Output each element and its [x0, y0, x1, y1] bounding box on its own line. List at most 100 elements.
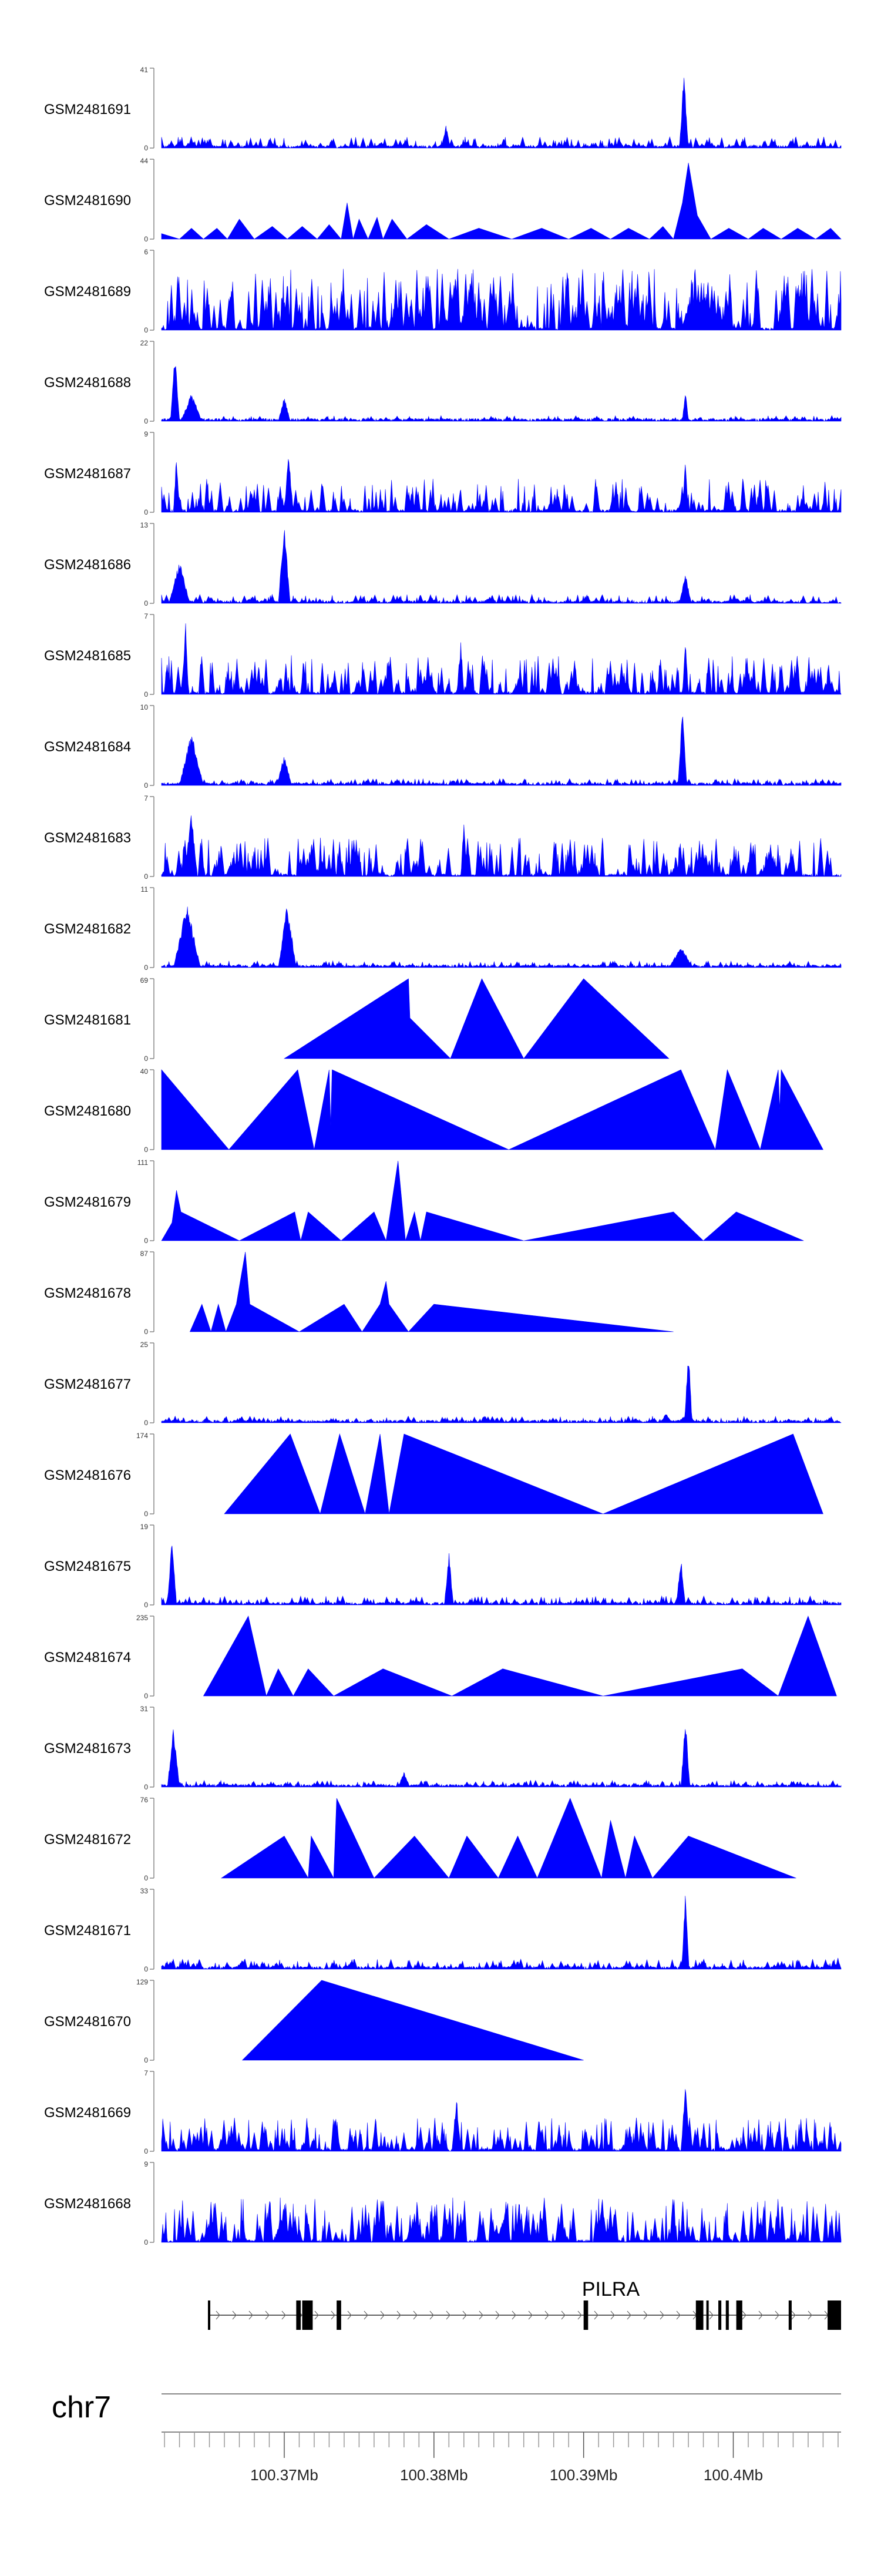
strand-arrow [528, 2310, 533, 2320]
strand-arrow [561, 2310, 566, 2320]
y-tick-label: 0 [144, 417, 148, 425]
y-tick-label: 22 [140, 339, 149, 347]
track-label: GSM2481687 [44, 466, 131, 482]
exon [718, 2300, 722, 2330]
y-tick-label: 0 [144, 781, 148, 790]
y-tick-label: 6 [144, 248, 148, 256]
signal-area [161, 78, 842, 149]
track-label: GSM2481668 [44, 2196, 131, 2212]
signal-area [161, 366, 842, 422]
track-GSM2481668: GSM2481668 9 0 [44, 2160, 842, 2246]
y-tick-label: 111 [137, 1158, 149, 1167]
y-tick-label: 0 [144, 599, 148, 607]
strand-arrow [314, 2310, 319, 2320]
y-tick-label: 0 [144, 963, 148, 972]
x-tick-label: 100.38Mb [400, 2466, 468, 2484]
track-label: GSM2481686 [44, 557, 131, 573]
track-GSM2481671: GSM2481671 33 0 [44, 1887, 842, 1973]
strand-arrow [380, 2310, 385, 2320]
strand-arrow [660, 2310, 664, 2320]
signal-area [161, 1160, 804, 1242]
strand-arrow [709, 2310, 714, 2320]
strand-arrow [544, 2310, 549, 2320]
exon [208, 2300, 211, 2330]
strand-arrow [462, 2310, 467, 2320]
signal-area [161, 815, 842, 877]
signal-area [161, 459, 842, 513]
strand-arrow [643, 2310, 648, 2320]
exon [296, 2300, 301, 2330]
track-GSM2481675: GSM2481675 19 0 [44, 1523, 842, 1609]
gene-label: PILRA [582, 2278, 640, 2300]
y-tick-label: 0 [144, 2238, 148, 2246]
signal-area [161, 1896, 842, 1970]
signal-area [161, 2197, 842, 2243]
signal-area [161, 1365, 842, 1423]
y-tick-label: 9 [144, 2160, 148, 2168]
y-tick-label: 0 [144, 1692, 148, 1700]
track-label: GSM2481682 [44, 921, 131, 937]
track-label: GSM2481680 [44, 1103, 131, 1119]
strand-arrow [281, 2310, 286, 2320]
strand-arrow [808, 2310, 812, 2320]
strand-arrow [627, 2310, 631, 2320]
exon [828, 2300, 841, 2330]
y-tick-label: 0 [144, 1965, 148, 1973]
strand-arrow [413, 2310, 418, 2320]
y-tick-label: 0 [144, 235, 148, 243]
strand-arrow [742, 2310, 747, 2320]
track-GSM2481674: GSM2481674 235 0 [44, 1614, 837, 1700]
track-GSM2481686: GSM2481686 13 0 [44, 521, 842, 607]
strand-arrow [216, 2310, 220, 2320]
y-tick-label: 7 [144, 2069, 148, 2077]
signal-area [161, 268, 842, 331]
y-tick-label: 10 [140, 703, 149, 711]
track-GSM2481672: GSM2481672 76 0 [44, 1796, 796, 1882]
signal-area [161, 623, 842, 696]
strand-arrow [594, 2310, 598, 2320]
y-tick-label: 0 [144, 1054, 148, 1063]
track-GSM2481683: GSM2481683 7 0 [44, 794, 842, 881]
track-label: GSM2481681 [44, 1012, 131, 1028]
y-tick-label: 7 [144, 612, 148, 620]
track-label: GSM2481673 [44, 1741, 131, 1756]
track-label: GSM2481689 [44, 284, 131, 300]
strand-arrow [577, 2310, 582, 2320]
y-tick-label: 44 [140, 157, 149, 165]
strand-arrow [791, 2310, 796, 2320]
track-GSM2481688: GSM2481688 22 0 [44, 339, 842, 425]
y-tick-label: 13 [140, 521, 149, 529]
strand-arrow [512, 2310, 516, 2320]
track-label: GSM2481672 [44, 1832, 131, 1848]
track-GSM2481679: GSM2481679 111 0 [44, 1158, 804, 1245]
signal-area [203, 1616, 837, 1697]
track-GSM2481687: GSM2481687 9 0 [44, 430, 842, 516]
y-tick-label: 0 [144, 690, 148, 698]
strand-arrow [347, 2310, 352, 2320]
track-GSM2481670: GSM2481670 129 0 [44, 1978, 584, 2064]
gene-track: PILRA [208, 2278, 841, 2330]
y-tick-label: 0 [144, 1783, 148, 1791]
signal-area [283, 978, 670, 1059]
track-label: GSM2481669 [44, 2105, 131, 2121]
track-GSM2481689: GSM2481689 6 0 [44, 248, 842, 334]
y-tick-label: 69 [140, 976, 149, 985]
track-GSM2481677: GSM2481677 25 0 [44, 1341, 842, 1427]
exon [788, 2300, 792, 2330]
y-tick-label: 174 [136, 1432, 148, 1440]
exon [736, 2300, 742, 2330]
y-tick-label: 0 [144, 326, 148, 334]
y-tick-label: 41 [140, 66, 149, 74]
exon [337, 2300, 341, 2330]
track-GSM2481682: GSM2481682 11 0 [44, 885, 842, 972]
y-tick-label: 0 [144, 872, 148, 881]
track-GSM2481680: GSM2481680 40 0 [44, 1067, 823, 1154]
y-tick-label: 0 [144, 1601, 148, 1609]
genome-axis: chr7 100.37Mb 100.38Mb 100.39Mb 100.4Mb [52, 2390, 841, 2484]
y-tick-label: 129 [136, 1978, 148, 1986]
strand-arrow [396, 2310, 401, 2320]
track-label: GSM2481670 [44, 2014, 131, 2030]
track-label: GSM2481684 [44, 739, 131, 755]
signal-area [189, 1251, 674, 1333]
y-tick-label: 235 [136, 1614, 148, 1622]
